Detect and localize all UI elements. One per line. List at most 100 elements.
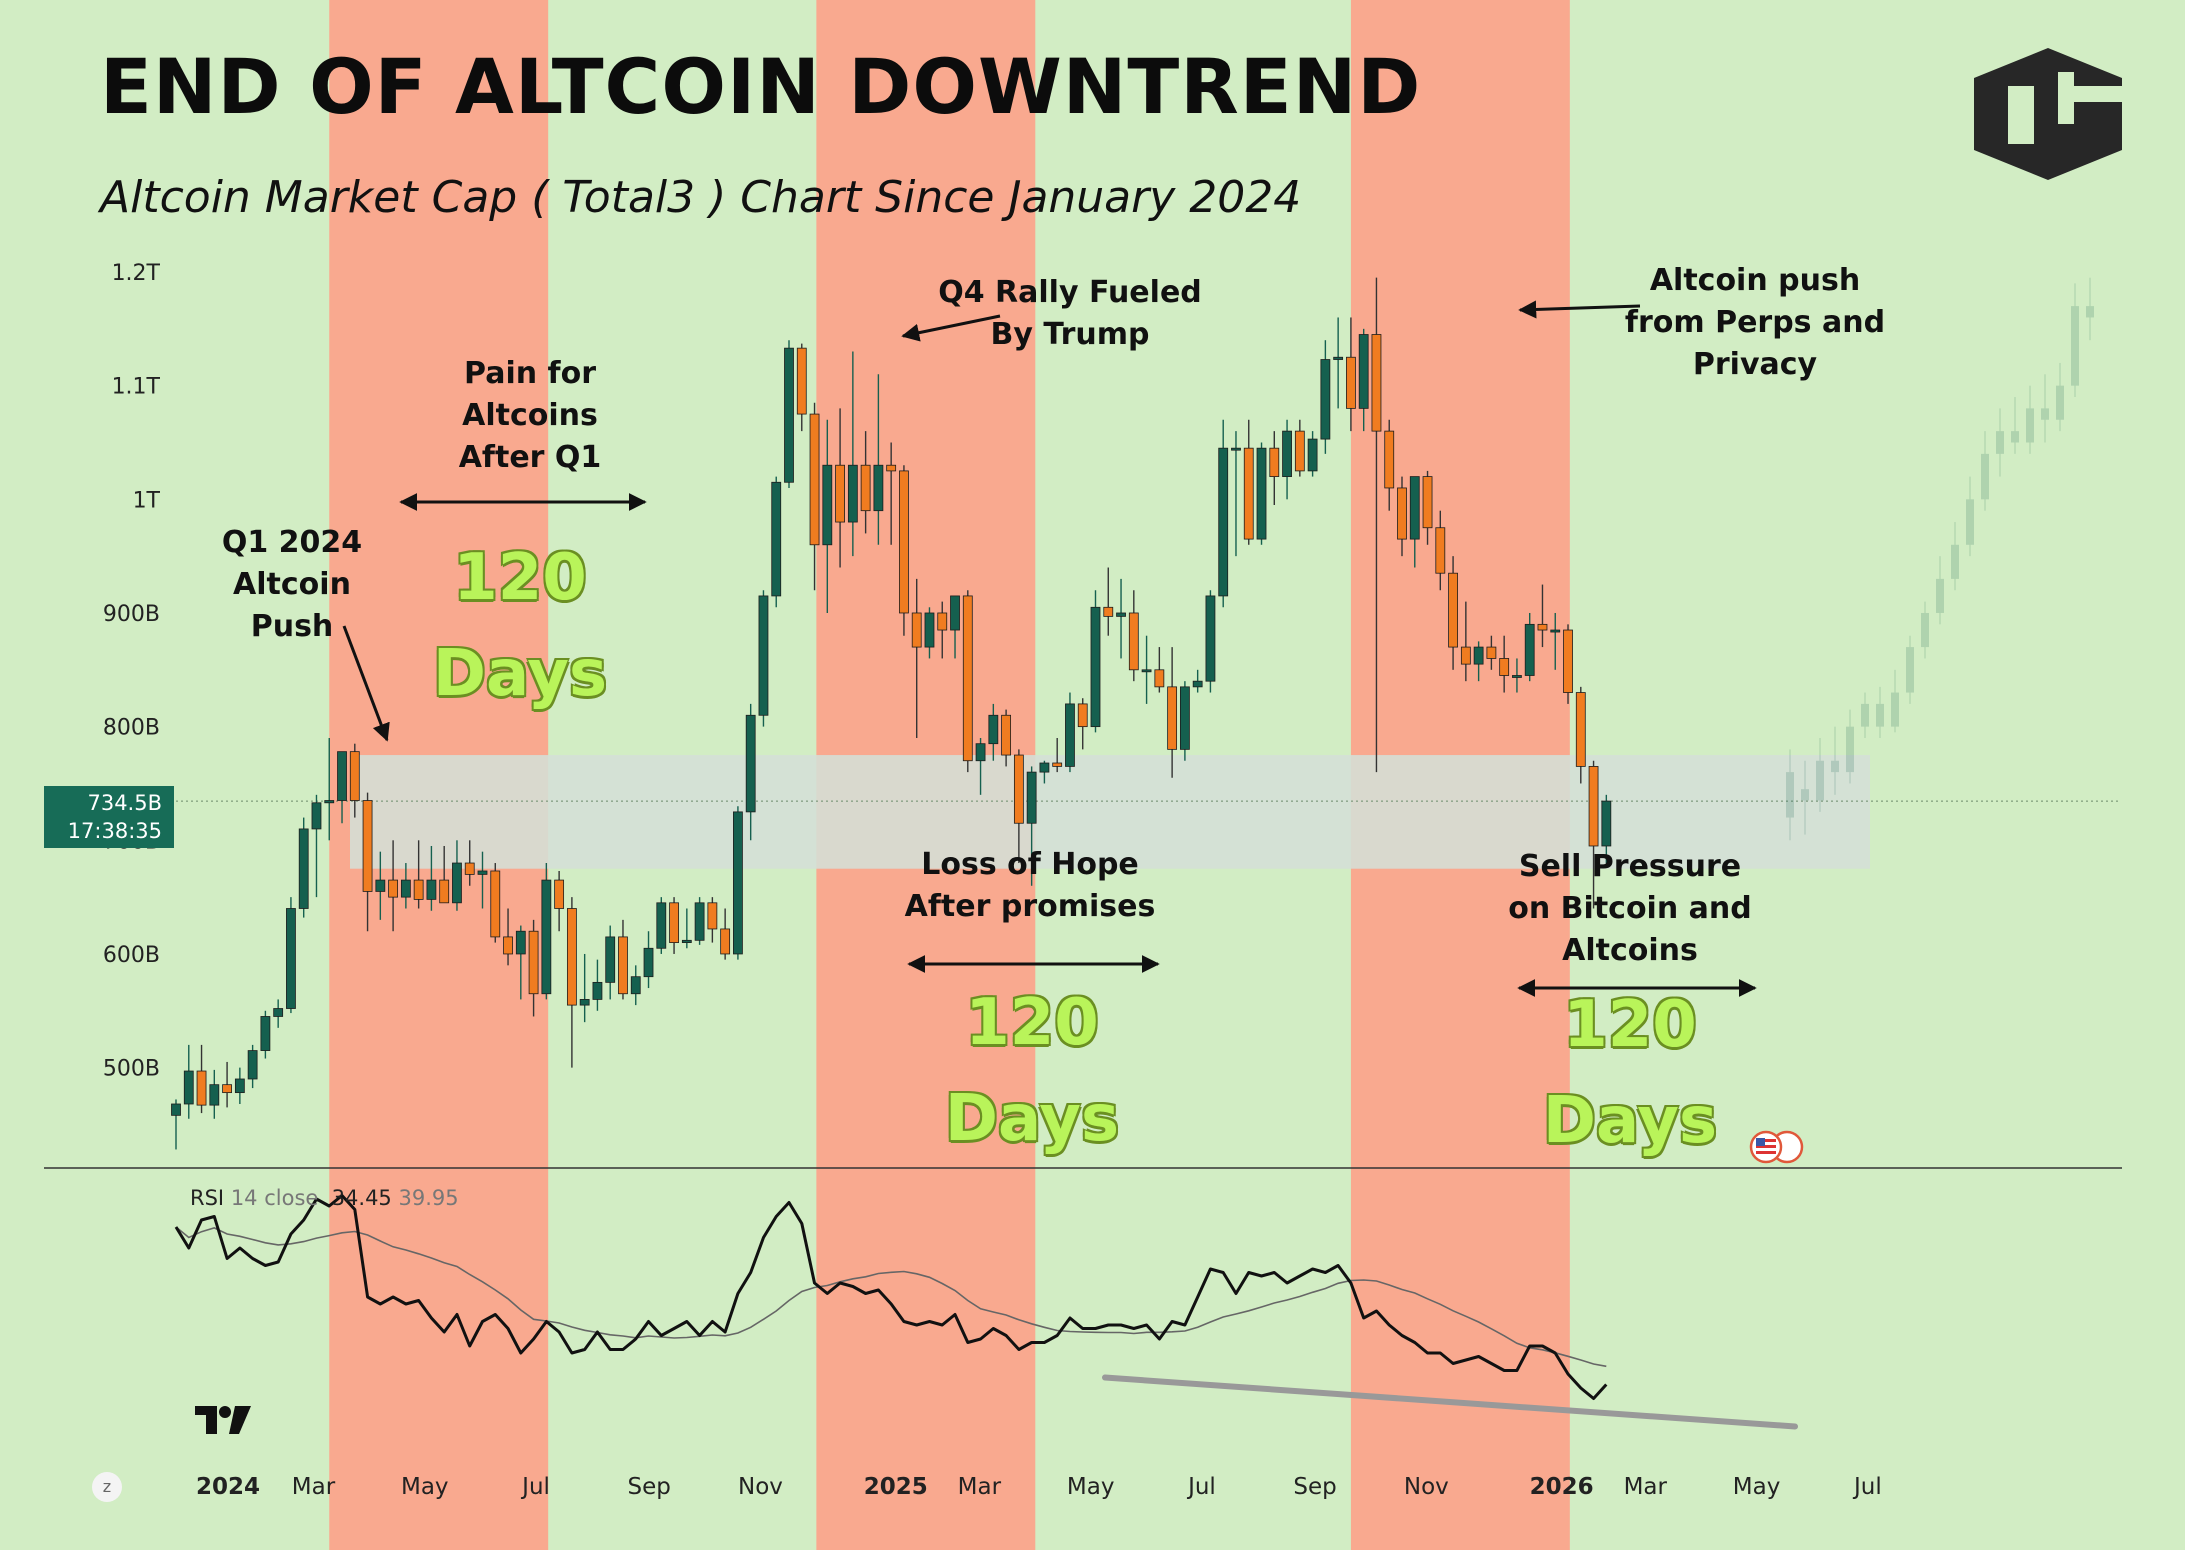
projected-candle-body (2086, 306, 2094, 318)
candle (209, 1069, 220, 1119)
candle (1524, 612, 1535, 682)
candle-body (860, 464, 871, 512)
candle-body (1179, 686, 1190, 750)
candle-body (937, 612, 948, 631)
rsi-params: 14 close (230, 1186, 319, 1210)
candle-body (1090, 606, 1101, 728)
candle (733, 806, 743, 960)
x-tick-label: 2026 (1530, 1474, 1594, 1500)
candle (388, 840, 399, 932)
candle-body (1512, 675, 1522, 678)
candle-body (413, 879, 424, 900)
x-tick-label: Sep (627, 1474, 670, 1500)
candle (796, 343, 807, 432)
candle (234, 1067, 245, 1104)
support-band (350, 755, 1870, 869)
candle (1218, 419, 1229, 608)
candle-body (566, 908, 577, 1006)
candle (618, 919, 628, 1000)
candle-body (490, 870, 501, 938)
candle (452, 840, 462, 911)
candle (1409, 476, 1420, 568)
candle-body (630, 976, 641, 995)
projected-candle (1786, 749, 1794, 841)
candle (1013, 749, 1024, 864)
candle (298, 817, 309, 918)
projected-candle (2056, 362, 2064, 432)
candle (605, 925, 616, 1000)
candle (784, 340, 794, 488)
x-tick-label: 2024 (196, 1474, 260, 1500)
candle-body (733, 811, 743, 955)
us-flag-icon[interactable] (1748, 1130, 1804, 1164)
candle (1282, 419, 1292, 500)
candle-body (1065, 703, 1075, 767)
candle (745, 703, 756, 841)
tradingview-icon[interactable] (195, 1404, 251, 1436)
candle-body (975, 743, 986, 762)
candle (771, 476, 782, 608)
candle-body (234, 1078, 245, 1094)
candle-body (745, 714, 756, 813)
candle (1243, 419, 1254, 545)
candle-body (1563, 629, 1573, 693)
candle (1320, 340, 1331, 454)
projected-candle-body (2071, 306, 2079, 386)
candle-body (1001, 714, 1012, 756)
candle-body (477, 870, 488, 875)
projected-candle-body (1906, 647, 1914, 693)
candle-body (1346, 356, 1356, 409)
candle (273, 999, 284, 1028)
candle-body (1575, 692, 1586, 767)
candle (1537, 584, 1548, 648)
candle (1473, 641, 1484, 682)
candle (1384, 419, 1395, 511)
candle-body (311, 802, 322, 830)
projected-candle-body (2011, 431, 2019, 443)
candle-body (183, 1070, 194, 1105)
x-tick-label: Jul (520, 1474, 550, 1500)
candle (835, 408, 845, 568)
projected-candle-body (1786, 772, 1794, 818)
projected-candle-body (1816, 760, 1824, 801)
candle-body (1601, 800, 1612, 847)
x-tick-label: May (401, 1474, 449, 1500)
candle (260, 1010, 271, 1059)
zoom-reset-button[interactable]: z (92, 1472, 122, 1502)
annotation-sell-pressure: Sell Pressure on Bitcoin and Altcoins (1508, 849, 1752, 968)
candle-body (1320, 359, 1331, 440)
candle (1154, 647, 1165, 693)
candle-body (247, 1050, 258, 1080)
candle (400, 863, 411, 909)
candle-body (1537, 623, 1548, 631)
candle-body (1371, 334, 1382, 432)
candle-body (592, 981, 603, 1000)
candle-body (669, 902, 679, 943)
candle-body (1218, 447, 1229, 597)
candle (720, 908, 731, 960)
candle-body (1448, 572, 1458, 648)
candle (899, 465, 909, 636)
candle-body (515, 930, 526, 955)
candle-body (1460, 646, 1471, 665)
candle-body (835, 464, 845, 523)
x-tick-label: May (1733, 1474, 1781, 1500)
candle (1128, 590, 1139, 682)
projected-candle-body (1996, 431, 2004, 454)
candle-body (1435, 527, 1446, 574)
candle-body (1422, 476, 1433, 529)
candle (1486, 635, 1497, 670)
x-tick-label: Mar (292, 1474, 336, 1500)
x-tick-label: 2025 (864, 1474, 928, 1500)
candle-body (1167, 686, 1178, 750)
x-tick-label: May (1067, 1474, 1115, 1500)
candle-body (1243, 447, 1254, 540)
candle (962, 590, 973, 773)
candle-body (1409, 476, 1420, 540)
candle-body (784, 347, 794, 483)
candle-body (847, 464, 858, 523)
page-title: END OF ALTCOIN DOWNTREND (100, 42, 1422, 131)
candle (1294, 419, 1305, 477)
